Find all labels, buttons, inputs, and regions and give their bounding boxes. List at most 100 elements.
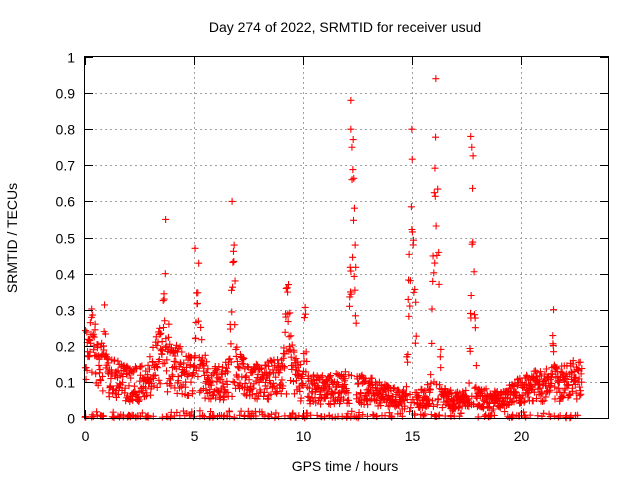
data-point: [305, 384, 313, 392]
data-point: [406, 408, 414, 416]
data-point: [549, 341, 557, 349]
data-point: [292, 355, 300, 363]
data-point: [347, 96, 355, 104]
data-point: [408, 228, 416, 236]
x-tick-labels: 0 5 10 15 20: [82, 428, 530, 444]
data-point: [159, 297, 167, 305]
data-point: [538, 389, 546, 397]
data-point: [350, 174, 358, 182]
data-point: [223, 364, 231, 372]
data-point: [471, 311, 479, 319]
data-point: [90, 342, 98, 350]
data-point: [467, 291, 475, 299]
data-point: [146, 365, 154, 373]
data-point: [175, 344, 183, 352]
y-tick-label: 0.2: [56, 339, 76, 355]
data-point: [178, 390, 186, 398]
data-point: [200, 362, 208, 370]
data-point: [433, 401, 441, 409]
data-point: [241, 379, 249, 387]
axis-ticks: [85, 57, 608, 419]
data-point: [412, 332, 420, 340]
data-point: [97, 377, 105, 385]
data-point: [341, 368, 349, 376]
data-point: [178, 348, 186, 356]
data-point: [296, 387, 304, 395]
data-point: [286, 309, 294, 317]
data-point: [321, 386, 329, 394]
data-point: [288, 365, 296, 373]
data-point: [284, 318, 292, 326]
y-tick-labels: 0 0.1 0.2 0.3 0.4 0.5 0.6 0.7 0.8 0.9 1: [56, 50, 76, 427]
data-point: [466, 347, 474, 355]
data-point: [431, 259, 439, 267]
data-point: [155, 376, 163, 384]
data-point: [207, 381, 215, 389]
data-point: [278, 376, 286, 384]
data-point: [267, 390, 275, 398]
data-point: [288, 341, 296, 349]
data-point: [134, 393, 142, 401]
data-point: [149, 344, 157, 351]
data-point: [164, 333, 172, 341]
data-point: [153, 362, 161, 370]
data-point: [119, 411, 127, 419]
data-point: [285, 333, 293, 341]
data-point: [576, 358, 584, 366]
data-point: [239, 354, 247, 362]
data-point: [307, 411, 315, 419]
data-point: [228, 308, 236, 316]
data-point: [228, 197, 236, 205]
data-point: [190, 362, 198, 370]
data-point: [349, 136, 357, 144]
data-point: [229, 247, 237, 255]
data-point: [436, 353, 444, 361]
plot-frame: [84, 56, 609, 419]
data-point: [171, 352, 179, 360]
data-point: [196, 388, 204, 396]
data-point: [554, 413, 562, 421]
data-point: [357, 389, 365, 397]
data-point: [287, 353, 295, 361]
data-point: [484, 398, 492, 406]
data-point: [459, 388, 467, 396]
data-point: [153, 383, 161, 391]
data-point: [412, 298, 420, 306]
data-point: [348, 407, 356, 415]
data-point: [114, 357, 122, 365]
data-point: [406, 277, 414, 285]
grid-lines: [85, 57, 608, 418]
data-point: [207, 408, 215, 416]
data-point: [557, 393, 565, 401]
data-point: [217, 375, 225, 383]
data-point: [85, 353, 93, 361]
data-point: [213, 366, 221, 374]
data-point: [223, 380, 231, 388]
data-point: [470, 268, 478, 276]
data-point: [161, 317, 169, 325]
data-point: [429, 402, 437, 410]
data-point: [205, 388, 213, 396]
data-point: [428, 397, 436, 405]
data-point: [240, 354, 248, 362]
data-point: [86, 319, 94, 327]
data-point: [207, 395, 215, 403]
data-point: [469, 152, 477, 160]
data-point: [469, 238, 477, 246]
data-point: [198, 336, 206, 344]
data-point: [164, 388, 172, 396]
data-point: [400, 397, 408, 405]
y-tick-label: 0.4: [56, 267, 76, 283]
data-point: [576, 383, 584, 391]
data-point: [472, 393, 480, 401]
chart-title: Day 274 of 2022, SRMTID for receiver usu…: [209, 19, 481, 35]
y-tick-label: 0.9: [56, 86, 76, 102]
data-point: [541, 370, 549, 378]
data-point: [572, 389, 580, 397]
data-point: [377, 402, 385, 410]
data-point: [317, 400, 325, 408]
data-point: [411, 339, 419, 347]
data-point: [135, 396, 143, 404]
data-point: [201, 394, 209, 402]
